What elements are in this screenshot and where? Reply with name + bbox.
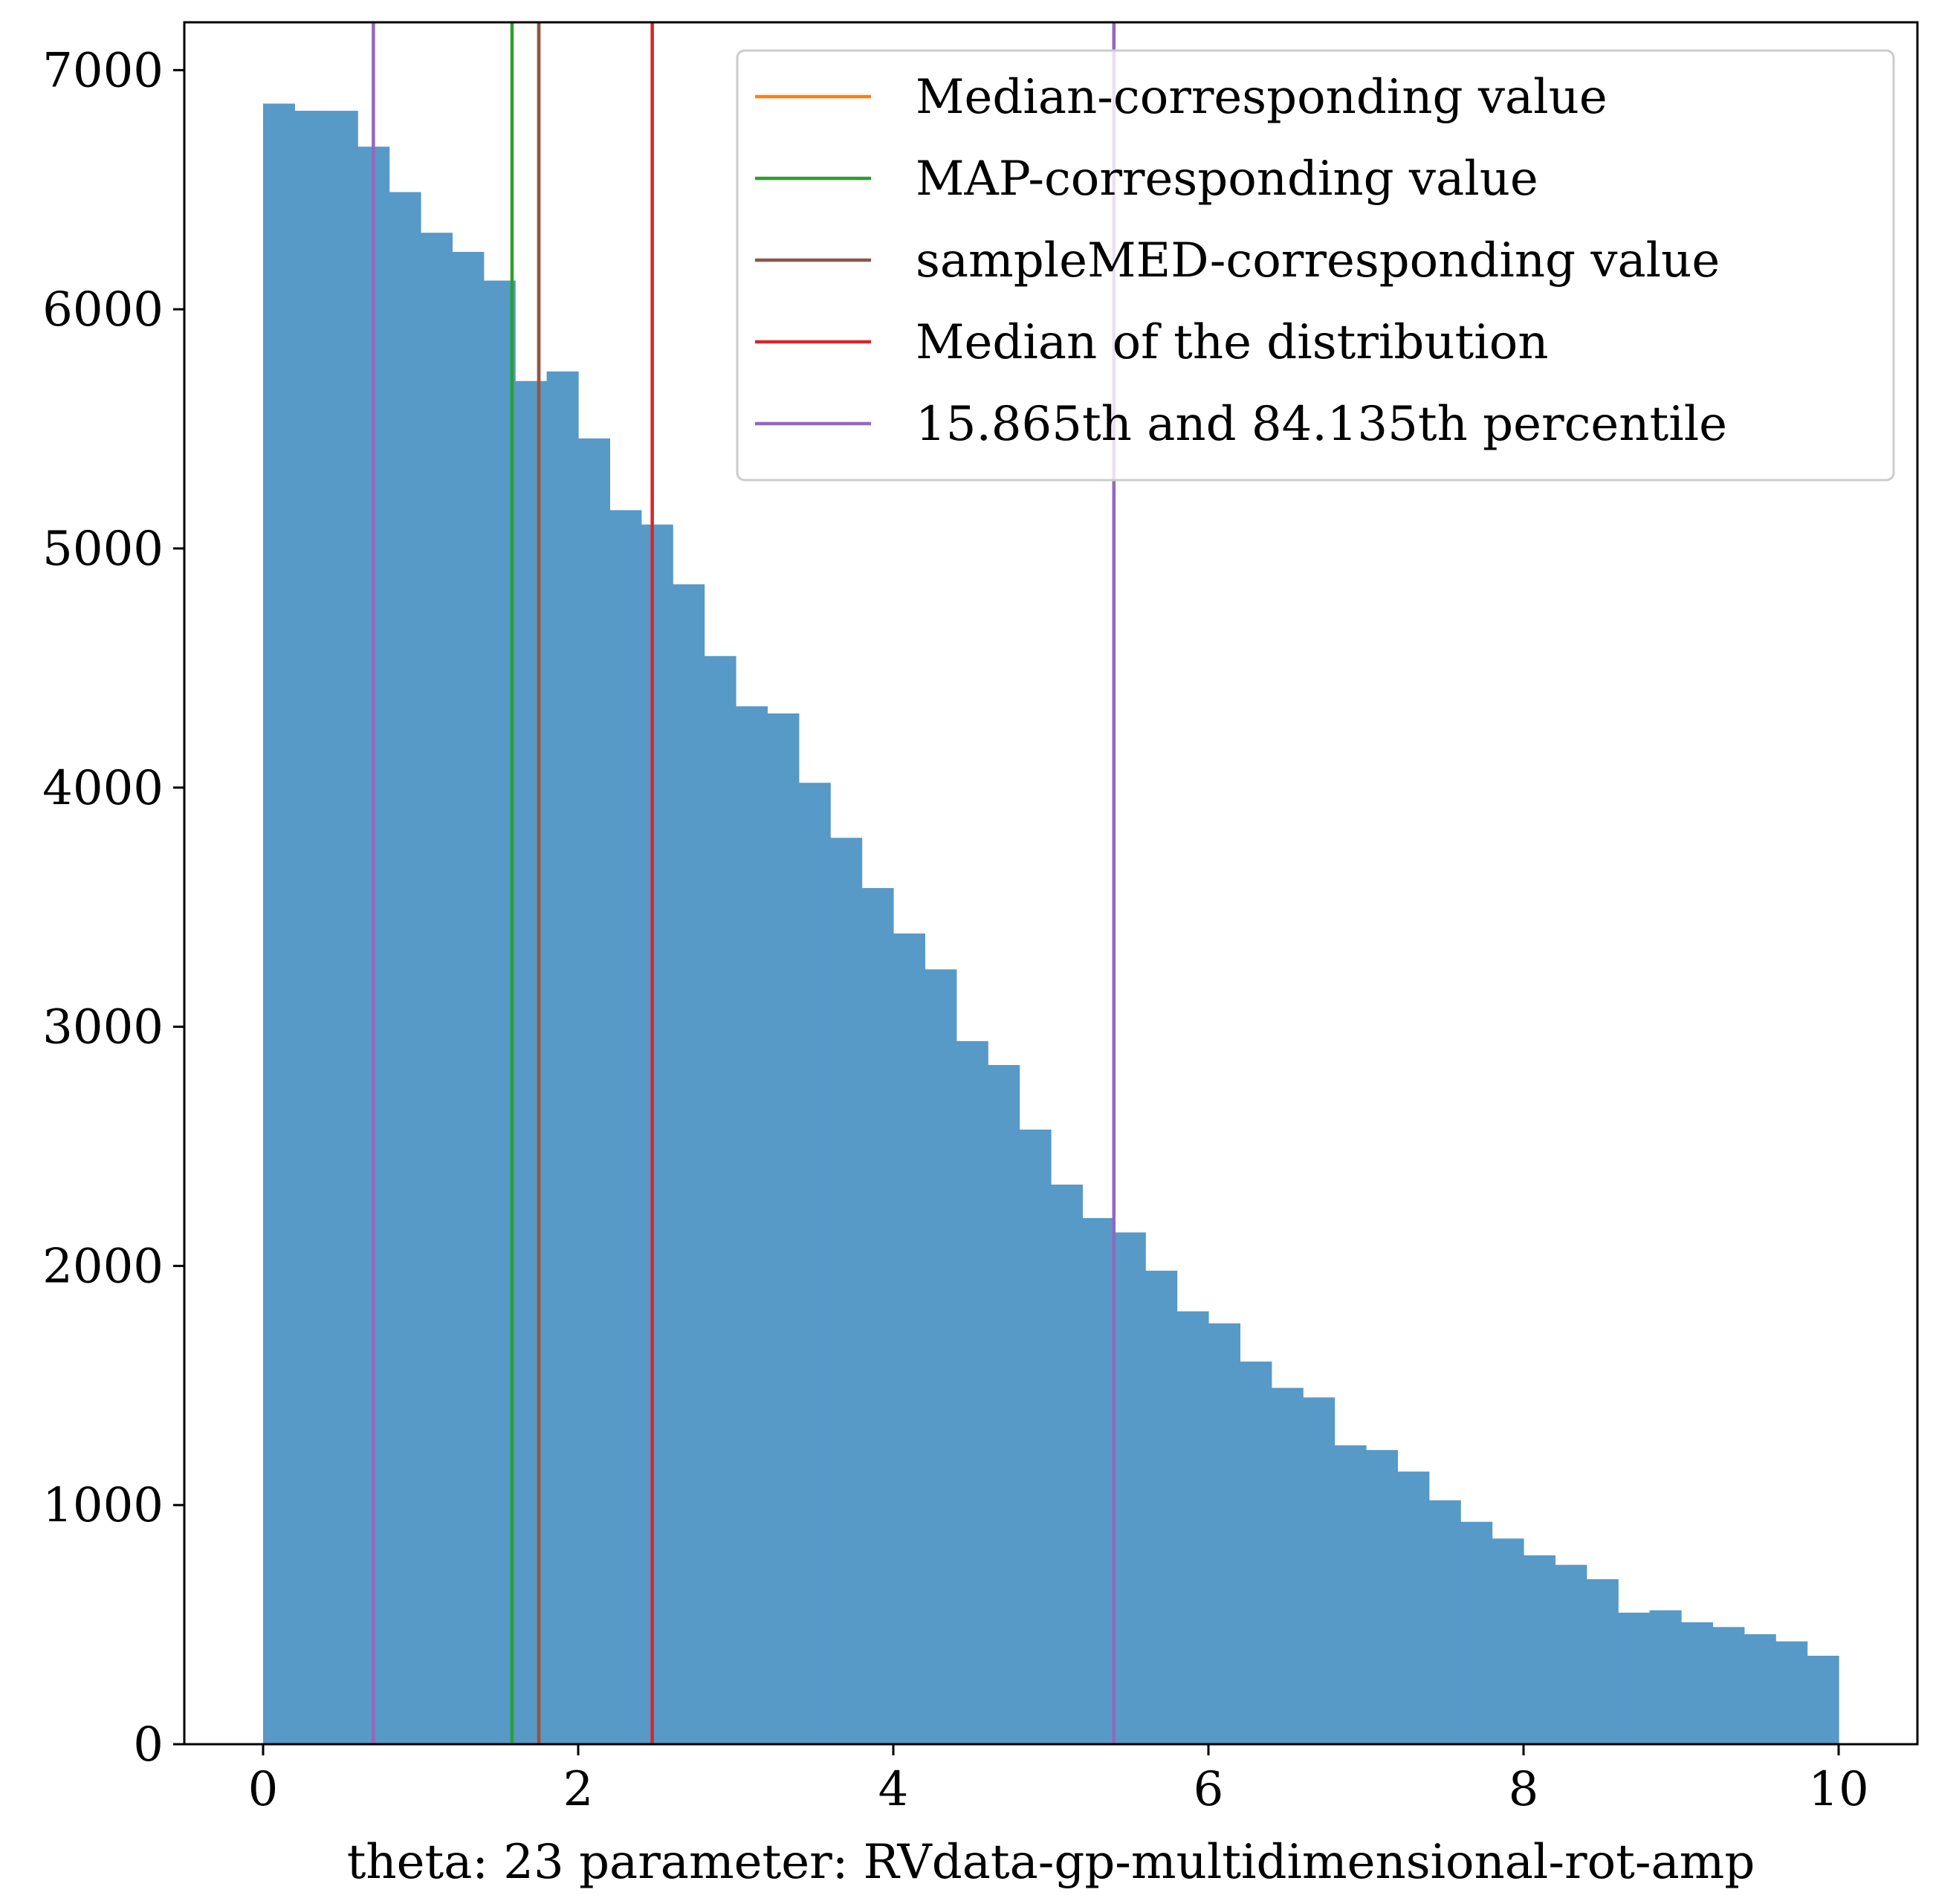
histogram-bar <box>578 438 610 1744</box>
y-tick-label: 6000 <box>42 282 164 337</box>
histogram-bar <box>1366 1450 1398 1744</box>
y-axis: 0 1000 2000 3000 4000 5000 6000 7000 <box>42 43 184 1772</box>
plot-frame <box>183 21 1919 1746</box>
y-tick-label: 3000 <box>42 1000 164 1055</box>
x-tick-label: 8 <box>1509 1762 1539 1817</box>
x-axis: 0 2 4 6 8 10 <box>248 1744 1869 1817</box>
histogram-bar <box>861 887 894 1744</box>
x-tick-label: 10 <box>1808 1762 1868 1817</box>
histogram-bar <box>1240 1361 1272 1744</box>
legend-label: MAP-corresponding value <box>916 152 1538 207</box>
histogram-bar <box>767 713 800 1744</box>
histogram-bar <box>1807 1655 1839 1744</box>
histogram-bar <box>1145 1270 1178 1744</box>
histogram-bar <box>1397 1471 1430 1744</box>
histogram-bar <box>483 280 516 1744</box>
x-axis-label: theta: 23 parameter: RVdata-gp-multidime… <box>347 1835 1755 1890</box>
histogram-bar <box>421 233 453 1744</box>
histogram-bar <box>956 1040 988 1744</box>
histogram-bar <box>673 584 705 1744</box>
histogram-bar <box>925 969 957 1744</box>
histogram-bar <box>326 111 358 1744</box>
y-tick-label: 7000 <box>42 43 164 98</box>
histogram-bar <box>1051 1184 1083 1744</box>
histogram-bar <box>515 381 548 1745</box>
histogram-bar <box>294 111 327 1744</box>
histogram-bar <box>1271 1387 1304 1744</box>
x-tick-label: 2 <box>563 1762 594 1817</box>
histogram-bar <box>988 1065 1020 1744</box>
legend-label: Median of the distribution <box>916 315 1548 370</box>
histogram-bar <box>1681 1622 1713 1744</box>
histogram-bar <box>1586 1578 1619 1744</box>
histogram-bar <box>704 655 736 1745</box>
histogram-bar <box>1334 1445 1367 1744</box>
histogram-bars <box>263 103 1839 1745</box>
legend-label: sampleMED-corresponding value <box>916 233 1720 288</box>
histogram-bar <box>389 192 421 1744</box>
legend: Median-corresponding value MAP-correspond… <box>736 49 1895 482</box>
histogram-bar <box>1712 1627 1745 1744</box>
legend-box <box>736 49 1895 482</box>
legend-label: 15.865th and 84.135th percentile <box>916 397 1727 452</box>
histogram-bar <box>609 510 642 1744</box>
y-tick-label: 1000 <box>42 1478 164 1533</box>
y-tick-label: 0 <box>133 1717 164 1772</box>
histogram-bar <box>1113 1232 1146 1744</box>
histogram-bar <box>1649 1610 1682 1744</box>
histogram-bar <box>1208 1323 1240 1744</box>
histogram-bar <box>1176 1311 1209 1744</box>
histogram-bar <box>1460 1521 1493 1744</box>
y-tick-label: 4000 <box>42 761 164 816</box>
histogram-bar <box>893 933 925 1744</box>
histogram-bar <box>1303 1397 1336 1744</box>
histogram-bar <box>263 103 295 1745</box>
x-tick-label: 6 <box>1194 1762 1224 1817</box>
histogram-bar <box>1744 1633 1776 1744</box>
y-tick-label: 5000 <box>42 522 164 577</box>
histogram-bar <box>1492 1538 1524 1744</box>
histogram-bar <box>1428 1500 1461 1744</box>
histogram-bar <box>1775 1641 1808 1744</box>
y-tick-label: 2000 <box>42 1239 164 1294</box>
x-tick-label: 4 <box>878 1762 909 1817</box>
reference-lines <box>372 22 1116 1744</box>
histogram-bar <box>1555 1564 1587 1744</box>
histogram-bar <box>736 706 768 1744</box>
histogram-bar <box>830 838 863 1744</box>
histogram-bar <box>546 371 579 1744</box>
histogram-bar <box>798 783 831 1744</box>
histogram-bar <box>1082 1218 1115 1744</box>
histogram-bar <box>641 524 673 1744</box>
histogram-bar <box>452 251 485 1744</box>
histogram-bar <box>1618 1613 1651 1744</box>
histogram-bar <box>1524 1555 1555 1744</box>
legend-label: Median-corresponding value <box>916 70 1608 125</box>
histogram-bar <box>1019 1129 1052 1744</box>
x-tick-label: 0 <box>248 1762 279 1817</box>
